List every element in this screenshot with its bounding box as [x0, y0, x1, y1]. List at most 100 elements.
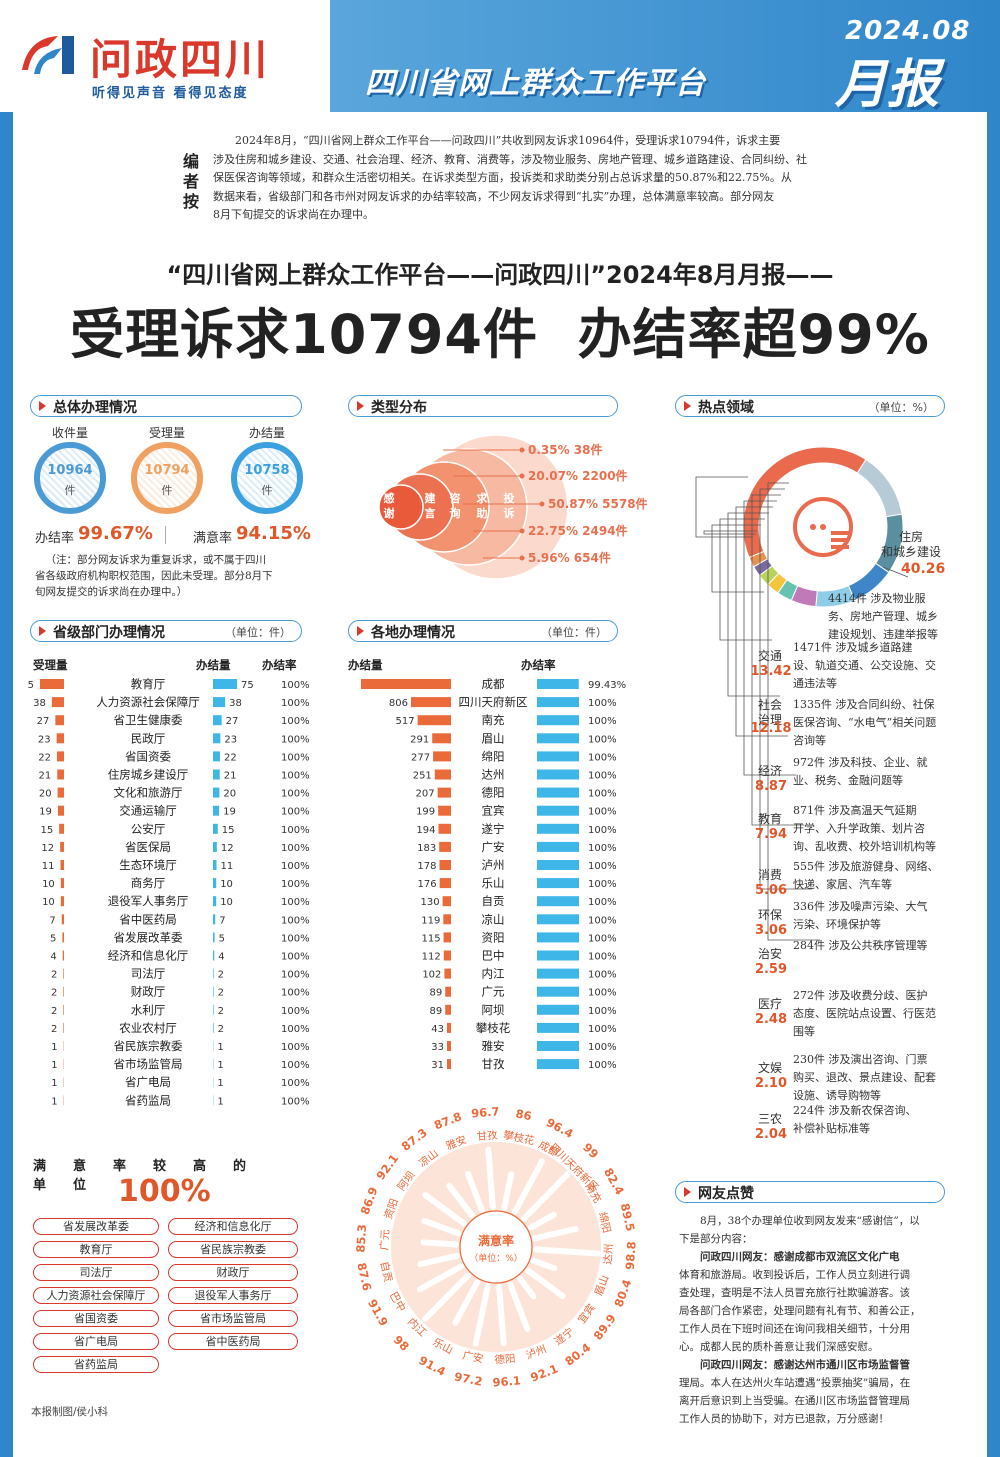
prov-accept-bar	[55, 715, 64, 726]
hotspot-item-name-part: 社会	[757, 698, 782, 712]
prov-accept-value: 22	[38, 752, 51, 763]
radial-center-title: 满意率	[478, 1233, 514, 1248]
prov-accept-bar	[56, 751, 64, 762]
prov-accept-value: 10	[42, 879, 55, 890]
prov-rate-value: 100%	[281, 716, 310, 727]
local-rate-value: 100%	[588, 825, 617, 836]
prov-done-value: 11	[221, 861, 234, 872]
local-rate-value: 100%	[588, 771, 617, 782]
hotspot-item-desc-line: 1471件 涉及城乡道路建	[793, 641, 913, 654]
hotspot-main-leader	[882, 566, 909, 578]
radial-bar	[496, 1283, 507, 1347]
local-rate-bar	[537, 968, 579, 979]
radial-value-label: 85.3	[353, 1224, 369, 1253]
local-rate-value: 100%	[588, 879, 617, 890]
prov-rate-value: 100%	[281, 915, 310, 926]
prov-accept-value: 23	[38, 734, 51, 745]
prov-dept-name: 省市场监管局	[114, 1057, 183, 1071]
local-title-bar: 各地办理情况 （单位：件）	[348, 620, 618, 642]
hotspot-leader-line	[703, 530, 757, 535]
sat-unit-pill: 省发展改革委	[33, 1218, 159, 1235]
hotspot-item-desc: 1335件 涉及合同纠纷、社保 医保咨询、“水电气”相关问题 咨询等	[793, 696, 953, 750]
local-done-bar	[432, 733, 451, 744]
prov-dept-name: 省中医药局	[119, 912, 177, 926]
local-rate-bar	[537, 950, 579, 961]
sat-unit-pill: 省中医药局	[168, 1333, 298, 1350]
prov-accept-value: 15	[40, 825, 53, 836]
prov-done-bar	[213, 914, 216, 925]
prov-done-bar	[213, 896, 217, 907]
prov-dept-name: 农业农村厅	[119, 1021, 177, 1035]
header: 问政四川 听得见声音 看得见态度 四川省网上群众工作平台 2024.08 月报	[0, 0, 1000, 112]
local-done-bar	[437, 787, 451, 798]
prov-accept-bar	[57, 769, 64, 780]
local-done-value: 43	[431, 1024, 444, 1035]
radial-value-label: 99	[580, 1140, 601, 1161]
type-circle-label: 助	[477, 506, 488, 520]
hotspot-item-desc-line: 补偿补贴标准等	[793, 1122, 870, 1135]
hotspot-item-desc-line: 态度、医院站点设置、行医范	[793, 1007, 936, 1020]
logo-slogan: 听得见声音 看得见态度	[92, 86, 249, 101]
hotspot-item-pct: 2.04	[754, 1127, 788, 1142]
overall-title-bar: 总体办理情况	[30, 395, 302, 417]
local-done-value: 178	[417, 861, 436, 872]
prov-accept-value: 1	[51, 1042, 57, 1053]
prov-dept-name: 省医保局	[125, 840, 171, 854]
prov-done-value: 2	[218, 988, 224, 999]
local-done-bar	[447, 1022, 451, 1033]
local-rate-bar	[537, 1022, 579, 1033]
chat-icon-line	[831, 531, 849, 535]
local-done-value: 130	[421, 897, 440, 908]
radial-bar	[517, 1275, 537, 1300]
local-done-value: 89	[430, 1006, 443, 1017]
prov-done-value: 19	[223, 807, 236, 818]
sat-unit-pill: 省国资委	[33, 1310, 159, 1327]
chat-icon	[793, 497, 853, 557]
circle-label: 办结量	[248, 426, 285, 440]
prov-done-value: 75	[241, 680, 254, 691]
prov-rate-value: 100%	[281, 1024, 310, 1035]
local-rate-bar	[537, 697, 579, 708]
prov-accept-bar	[61, 914, 64, 925]
radial-city-label: 攀枝花	[502, 1128, 536, 1147]
radial-bar	[422, 1272, 471, 1322]
hotspot-item-desc-line: 医保咨询、“水电气”相关问题	[793, 716, 937, 729]
prov-rate-value: 100%	[281, 861, 310, 872]
praise-title-bar: 网友点赞	[675, 1181, 945, 1203]
hotspot-leader-line	[711, 524, 764, 593]
hotspot-item-desc-line: 336件 涉及噪声污染、大气	[793, 900, 928, 913]
type-circle-label: 感	[384, 491, 395, 505]
prov-rate-value: 100%	[281, 807, 310, 818]
local-rate-bar	[537, 805, 579, 816]
local-rate-value: 100%	[588, 716, 617, 727]
sat-unit-pill: 省药监局	[33, 1356, 159, 1373]
local-rate-value: 99.43%	[588, 680, 626, 691]
local-done-bar	[444, 968, 451, 979]
local-city-name: 成都	[482, 677, 505, 691]
platform-name: 四川省网上群众工作平台	[365, 66, 706, 101]
prov-dept-name: 文化和旅游厅	[114, 786, 183, 800]
radial-value-label: 87.8	[432, 1109, 464, 1132]
local-rate-value: 100%	[588, 952, 617, 963]
local-done-bar	[434, 769, 451, 780]
praise-title: 网友点赞	[698, 1186, 754, 1202]
prov-done-value: 1	[217, 1078, 223, 1089]
local-done-value: 112	[422, 952, 441, 963]
local-done-bar	[443, 932, 451, 943]
hotspot-item-name: 交通	[750, 649, 790, 664]
radial-value-label: 96.1	[492, 1373, 521, 1389]
local-done-bar	[438, 805, 451, 816]
local-city-name: 四川天府新区	[459, 695, 528, 709]
local-col-done: 办结量	[348, 658, 383, 672]
local-done-bar	[439, 860, 451, 870]
prov-done-value: 2	[218, 970, 224, 981]
radial-city-label: 自贡	[378, 1260, 395, 1283]
hotspot-item-desc-line: 1335件 涉及合同纠纷、社保	[793, 698, 935, 711]
prov-accept-value: 1	[51, 1060, 57, 1071]
chat-icon-dot	[820, 524, 826, 530]
hotspot-main-name: 住房 和城乡建设	[881, 530, 942, 559]
prov-dept-name: 省卫生健康委	[114, 713, 183, 727]
local-rate-bar	[537, 860, 579, 870]
